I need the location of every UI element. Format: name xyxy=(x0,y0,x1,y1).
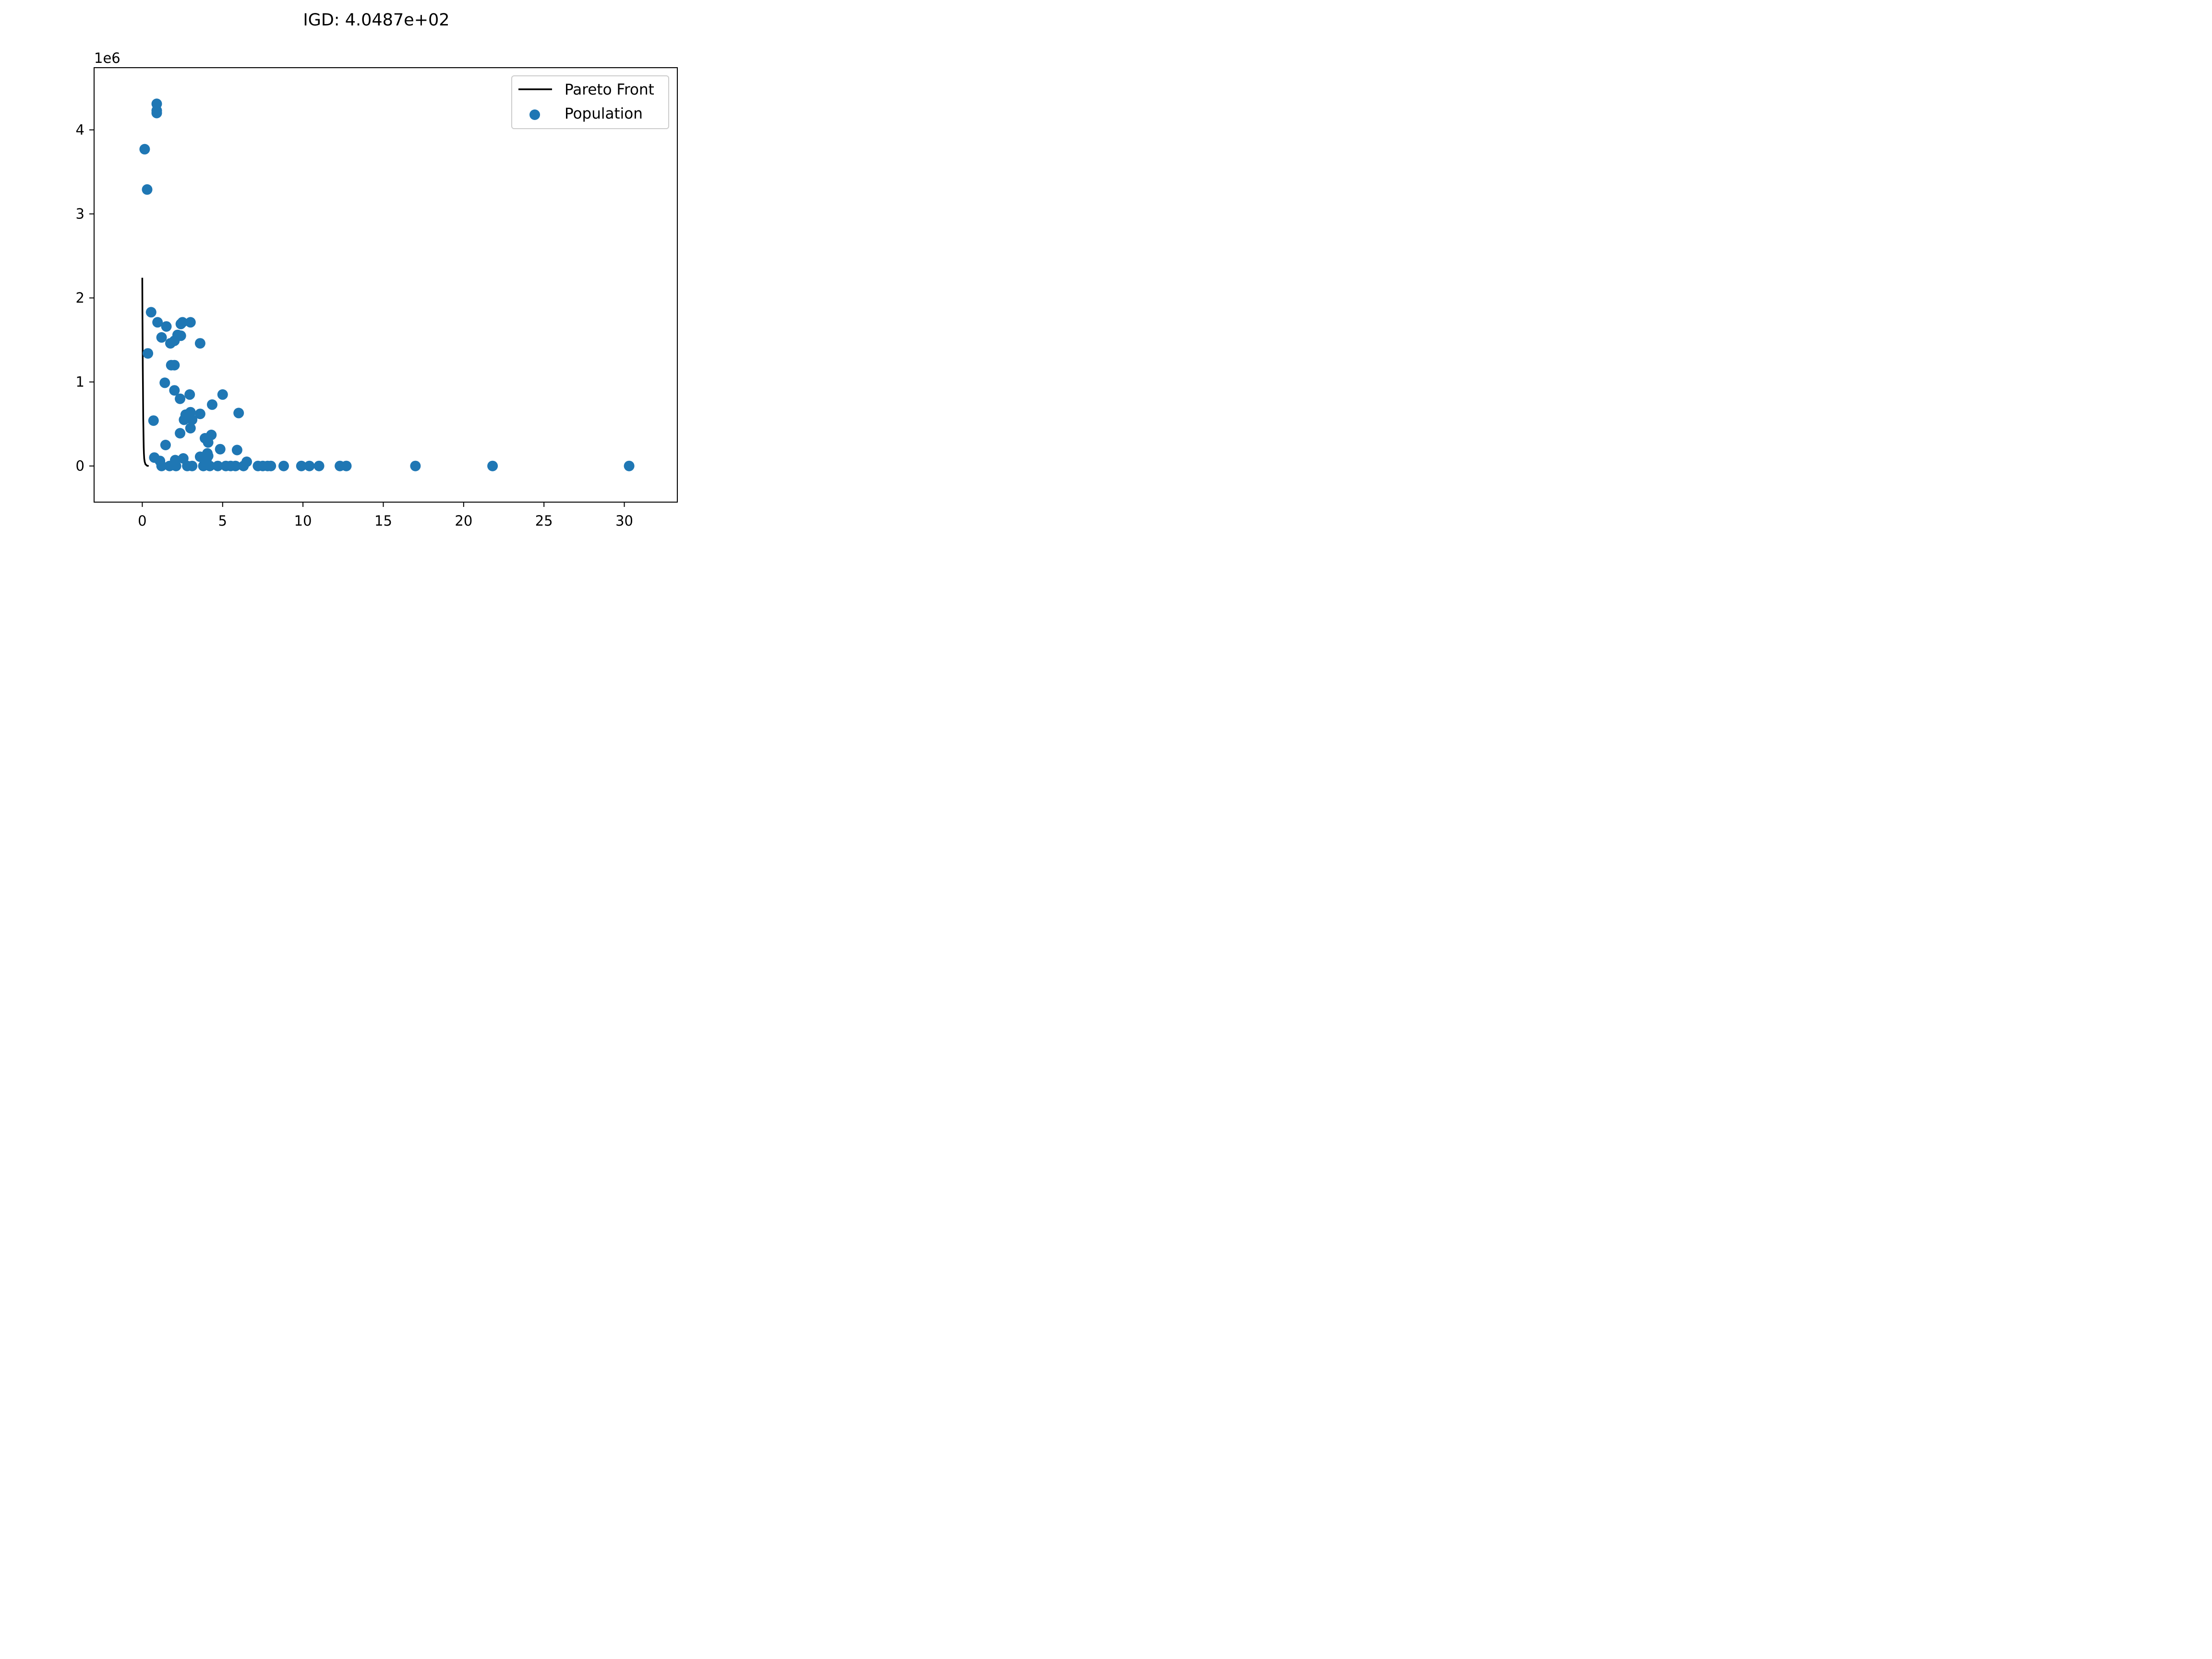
data-point-population xyxy=(487,460,498,471)
chart: IGD: 4.0487e+02 0 5 10 15 20 25 30 0 1 2 3 4 1e6 P… xyxy=(76,11,678,529)
data-point-population xyxy=(215,444,226,455)
data-point-population xyxy=(296,460,307,471)
data-point-population xyxy=(265,460,276,471)
data-point-population xyxy=(304,460,315,471)
data-point-population xyxy=(194,409,205,420)
data-point-population xyxy=(313,460,325,471)
x-tick-label: 20 xyxy=(455,513,472,529)
data-point-population xyxy=(187,414,198,425)
legend: Pareto Front Population xyxy=(511,75,669,129)
data-point-population xyxy=(175,393,186,404)
x-tick-label: 30 xyxy=(615,513,633,529)
y-tick-label: 3 xyxy=(76,206,84,222)
data-point-population xyxy=(231,445,242,456)
legend-swatch-population xyxy=(529,109,540,120)
data-point-population xyxy=(151,108,162,119)
data-point-population xyxy=(161,321,172,332)
x-tick-label: 10 xyxy=(294,513,312,529)
data-point-population xyxy=(230,460,241,471)
data-point-population xyxy=(624,460,635,471)
y-tick-label: 2 xyxy=(76,290,84,306)
legend-label-population: Population xyxy=(565,105,643,122)
x-tick-label: 15 xyxy=(374,513,392,529)
data-point-population xyxy=(203,437,214,448)
data-point-population xyxy=(185,317,196,328)
legend-label-pareto-front: Pareto Front xyxy=(565,81,654,98)
data-point-population xyxy=(179,414,190,425)
data-point-population xyxy=(142,184,153,195)
data-point-population xyxy=(341,460,352,471)
y-offset-label: 1e6 xyxy=(94,50,120,66)
data-point-population xyxy=(169,385,180,396)
data-point-population xyxy=(278,460,289,471)
data-point-population xyxy=(165,338,176,349)
axes-frame xyxy=(94,67,678,503)
data-point-population xyxy=(169,360,180,371)
data-point-population xyxy=(145,307,156,318)
data-point-population xyxy=(156,332,167,343)
data-point-population xyxy=(194,338,205,349)
data-point-population xyxy=(143,348,154,359)
data-point-population xyxy=(233,408,244,419)
data-point-population xyxy=(204,460,215,471)
x-tick-label: 25 xyxy=(535,513,553,529)
data-point-population xyxy=(217,389,228,400)
data-point-population xyxy=(159,377,170,388)
data-point-population xyxy=(160,440,171,450)
y-axis: 0 1 2 3 4 xyxy=(76,122,94,474)
data-point-population xyxy=(148,415,159,426)
data-point-population xyxy=(170,460,181,471)
data-point-population xyxy=(185,423,196,433)
data-point-population xyxy=(175,428,186,439)
x-tick-label: 5 xyxy=(218,513,227,529)
data-point-population xyxy=(410,460,421,471)
y-tick-label: 1 xyxy=(76,374,84,390)
x-tick-label: 0 xyxy=(138,513,146,529)
y-tick-label: 4 xyxy=(76,122,84,138)
plot-area xyxy=(139,98,635,471)
data-point-population xyxy=(187,460,198,471)
data-point-population xyxy=(238,460,249,471)
data-point-population xyxy=(152,317,163,328)
data-point-population xyxy=(156,460,167,471)
x-axis: 0 5 10 15 20 25 30 xyxy=(138,502,633,529)
data-point-population xyxy=(139,144,150,155)
data-point-population xyxy=(212,460,223,471)
data-point-population xyxy=(184,389,195,400)
series-line-pareto-front xyxy=(141,277,149,467)
data-point-population xyxy=(175,318,186,329)
data-point-population xyxy=(207,399,217,410)
chart-title: IGD: 4.0487e+02 xyxy=(303,11,449,30)
y-tick-label: 0 xyxy=(76,458,84,474)
